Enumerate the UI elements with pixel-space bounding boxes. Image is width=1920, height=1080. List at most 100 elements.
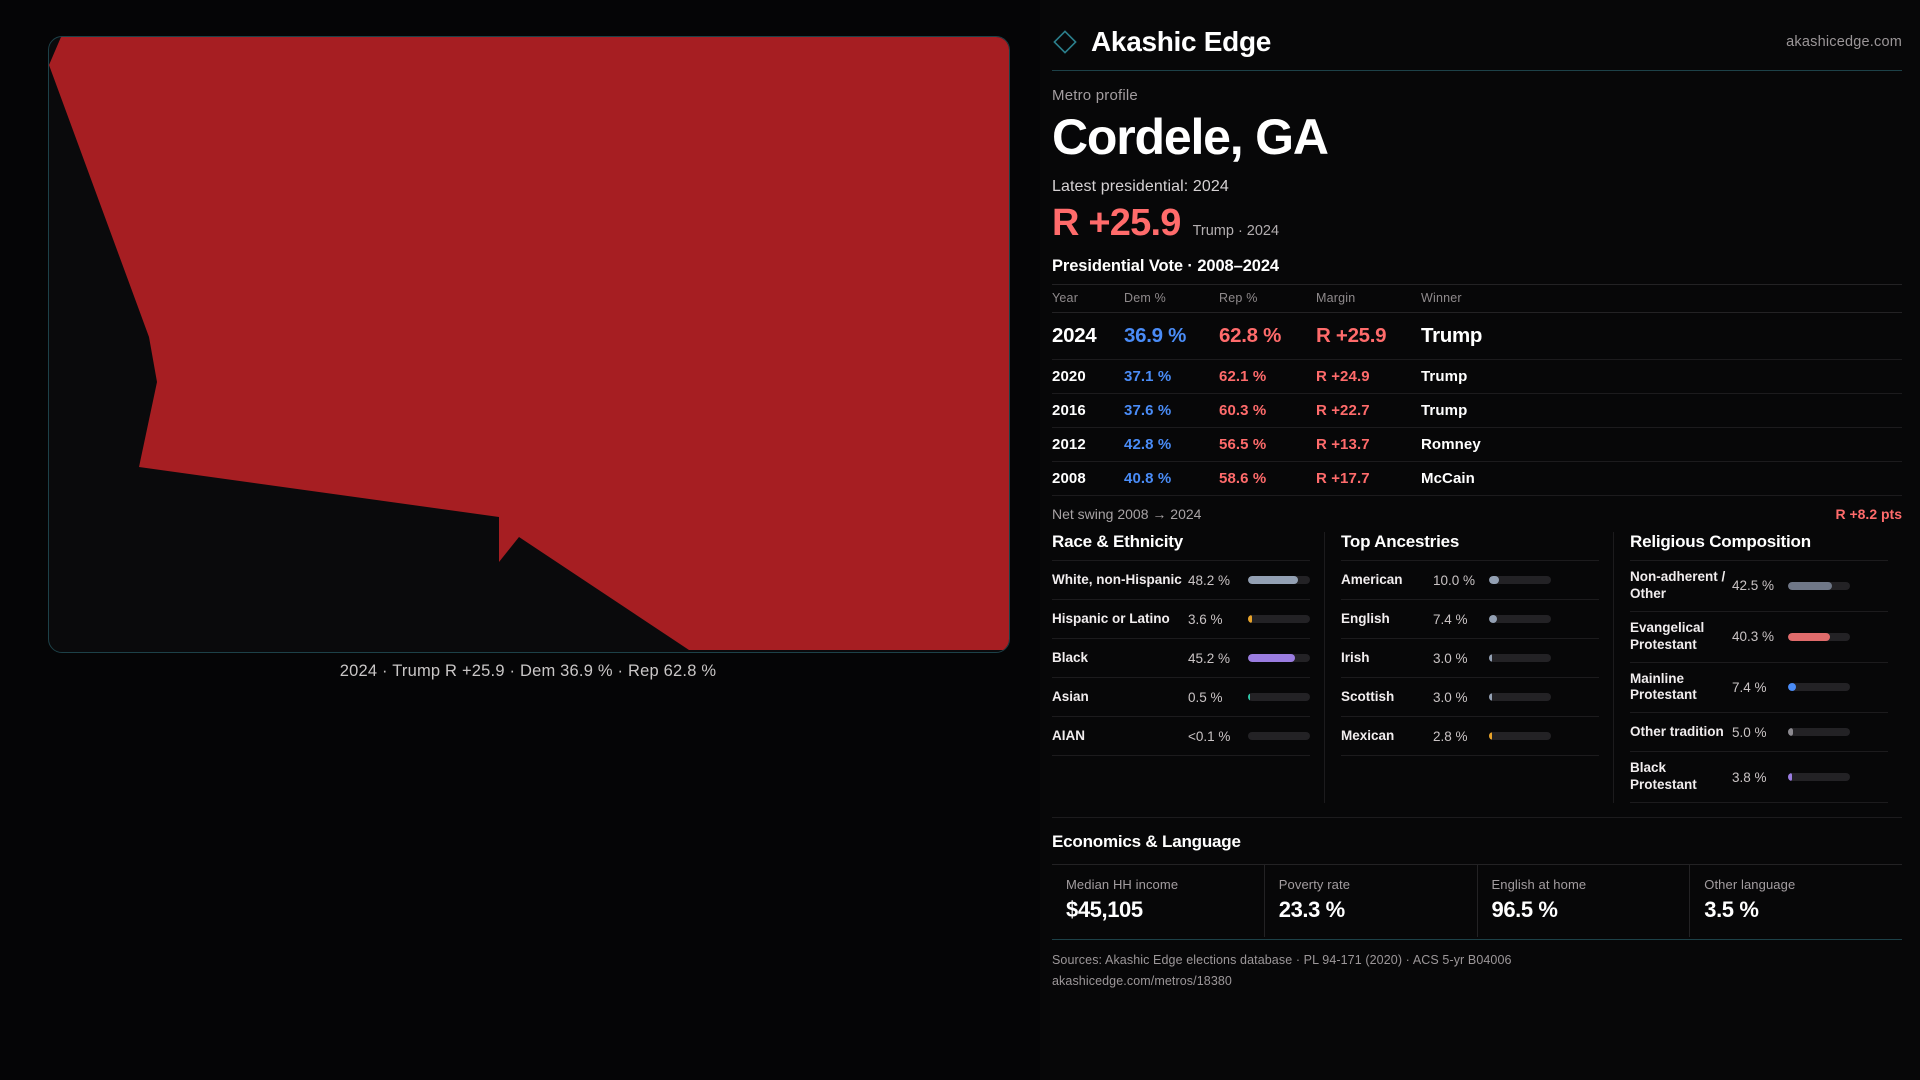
sources-line-1: Sources: Akashic Edge elections database… (1052, 953, 1512, 967)
brand-left: Akashic Edge (1052, 26, 1271, 58)
brand-url[interactable]: akashicedge.com (1786, 34, 1902, 50)
demo-label: English (1341, 610, 1390, 626)
demo-bar-fill (1248, 654, 1295, 662)
economics-cell: Poverty rate 23.3 % (1263, 865, 1477, 937)
cell-year: 2012 (1052, 427, 1124, 462)
cell-year: 2008 (1052, 461, 1124, 496)
demo-bar-track (1489, 615, 1551, 623)
economics-cell-value: $45,105 (1066, 897, 1143, 922)
table-row[interactable]: 2024 36.9 % 62.8 % R +25.9 Trump (1052, 312, 1902, 360)
demo-bar-fill (1788, 581, 1832, 590)
col-dem: Dem % (1124, 284, 1219, 313)
net-swing-label: Net swing 2008 → 2024 (1052, 506, 1202, 522)
economics-cell-value: 23.3 % (1278, 897, 1345, 922)
demo-label: AIAN (1052, 727, 1085, 743)
cell-dem: 42.8 % (1124, 427, 1219, 462)
ancestry-rows: American 10.0 % English 7.4 % Irish 3.0 % Scot… (1341, 560, 1599, 756)
list-item[interactable]: AIAN <0.1 % (1052, 716, 1310, 755)
economics-grid: Median HH income $45,105 Poverty rate 23.3 … (1052, 864, 1902, 937)
list-item[interactable]: Scottish 3.0 % (1341, 677, 1599, 716)
economics-cell: Median HH income $45,105 (1052, 865, 1264, 937)
list-item[interactable]: Hispanic or Latino 3.6 % (1052, 599, 1310, 638)
demo-bar-fill (1248, 576, 1298, 584)
map-caption: 2024 · Trump R +25.9 · Dem 36.9 % · Rep … (339, 662, 717, 680)
demo-value: 2.8 % (1433, 728, 1468, 744)
cell-rep: 56.5 % (1219, 427, 1316, 462)
metro-map-frame[interactable] (48, 36, 1010, 653)
list-item[interactable]: Mexican 2.8 % (1341, 716, 1599, 755)
demo-label: Other tradition (1630, 723, 1724, 739)
demo-bar-track (1489, 654, 1551, 662)
divider (1052, 755, 1310, 756)
cell-dem: 37.1 % (1124, 359, 1219, 394)
ancestry-title: Top Ancestries (1341, 532, 1460, 551)
presidential-vote-table: Year Dem % Rep % Margin Winner 2024 36.9 … (1052, 284, 1902, 496)
demo-label: Irish (1341, 649, 1370, 665)
cell-rep: 60.3 % (1219, 393, 1316, 428)
religious-composition-column: Religious Composition Non-adherent / Oth… (1613, 532, 1902, 803)
divider (1341, 755, 1599, 756)
demo-bar-track (1248, 732, 1310, 740)
table-row[interactable]: 2016 37.6 % 60.3 % R +22.7 Trump (1052, 393, 1902, 428)
list-item[interactable]: Asian 0.5 % (1052, 677, 1310, 716)
col-margin: Margin (1316, 284, 1421, 313)
headline-margin-row: R +25.9 Trump · 2024 (1052, 202, 1902, 245)
list-item[interactable]: Other tradition 5.0 % (1630, 712, 1888, 751)
list-item[interactable]: White, non-Hispanic 48.2 % (1052, 560, 1310, 599)
demo-bar-fill (1788, 632, 1830, 641)
list-item[interactable]: Black 45.2 % (1052, 638, 1310, 677)
demo-label: Non-adherent / Other (1630, 569, 1726, 601)
divider (1630, 802, 1888, 803)
cell-win: Trump (1421, 312, 1902, 360)
cell-mar: R +25.9 (1316, 312, 1421, 360)
cell-year: 2024 (1052, 312, 1124, 360)
top-ancestries-column: Top Ancestries American 10.0 % English 7.4 … (1324, 532, 1613, 803)
headline-margin: R +25.9 (1052, 202, 1181, 244)
demo-value: 42.5 % (1732, 578, 1775, 594)
demo-label: Black (1052, 649, 1089, 665)
sources-line-2[interactable]: akashicedge.com/metros/18380 (1052, 973, 1232, 988)
demo-value: 3.8 % (1732, 769, 1767, 785)
demo-label: Asian (1052, 688, 1089, 704)
list-item[interactable]: English 7.4 % (1341, 599, 1599, 638)
diamond-icon (1052, 29, 1078, 55)
demo-bar-fill (1788, 773, 1792, 782)
demo-bar-track (1788, 581, 1850, 590)
cell-dem: 36.9 % (1124, 312, 1219, 360)
race-title: Race & Ethnicity (1052, 532, 1183, 551)
demo-value: 5.0 % (1732, 724, 1767, 740)
table-row[interactable]: 2020 37.1 % 62.1 % R +24.9 Trump (1052, 359, 1902, 394)
list-item[interactable]: American 10.0 % (1341, 560, 1599, 599)
list-item[interactable]: Irish 3.0 % (1341, 638, 1599, 677)
page-title: Cordele, GA (1052, 109, 1329, 165)
demo-bar-track (1248, 615, 1310, 623)
demo-value: <0.1 % (1188, 728, 1231, 744)
demo-bar-track (1248, 654, 1310, 662)
brand-name: Akashic Edge (1091, 26, 1272, 57)
demo-value: 3.0 % (1433, 689, 1468, 705)
cell-year: 2020 (1052, 359, 1124, 394)
data-pane: Akashic Edge akashicedge.com Metro profi… (1040, 0, 1920, 1080)
table-row[interactable]: 2008 40.8 % 58.6 % R +17.7 McCain (1052, 461, 1902, 496)
demo-bar-track (1248, 693, 1310, 701)
col-rep: Rep % (1219, 284, 1316, 313)
demo-label: American (1341, 571, 1403, 587)
col-winner: Winner (1421, 284, 1902, 313)
demo-bar-track (1489, 576, 1551, 584)
list-item[interactable]: Black Protestant 3.8 % (1630, 751, 1888, 802)
cell-dem: 40.8 % (1124, 461, 1219, 496)
demo-bar-fill (1489, 654, 1493, 662)
list-item[interactable]: Mainline Protestant 7.4 % (1630, 661, 1888, 713)
demo-label: Mexican (1341, 727, 1395, 743)
economics-cell-label: English at home (1491, 877, 1587, 892)
net-swing-value: R +8.2 pts (1835, 506, 1902, 522)
list-item[interactable]: Non-adherent / Other 42.5 % (1630, 560, 1888, 611)
vote-table-title: Presidential Vote · 2008–2024 (1052, 257, 1280, 275)
list-item[interactable]: Evangelical Protestant 40.3 % (1630, 610, 1888, 662)
demo-bar-track (1489, 732, 1551, 740)
economics-cell-value: 96.5 % (1491, 897, 1558, 922)
metro-boundary-polygon (49, 37, 1009, 650)
demo-label: Mainline Protestant (1630, 670, 1697, 703)
table-row[interactable]: 2012 42.8 % 56.5 % R +13.7 Romney (1052, 427, 1902, 462)
demo-label: Black Protestant (1630, 760, 1697, 793)
